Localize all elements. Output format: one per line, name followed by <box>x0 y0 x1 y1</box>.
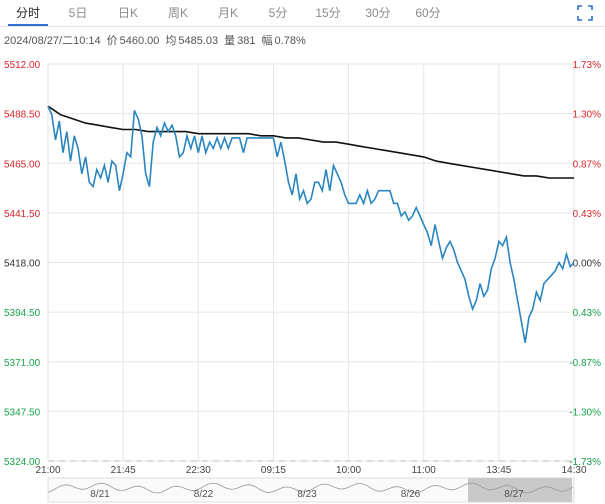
fullscreen-icon[interactable] <box>577 5 593 21</box>
volume-value: 381 <box>237 35 256 47</box>
change-label: 幅 <box>261 35 273 47</box>
navigator-date-label: 8/21 <box>90 489 110 500</box>
price-label: 价 <box>106 35 118 47</box>
price-tick-label: 5512.00 <box>4 60 41 71</box>
tab-weekly-k[interactable]: 周K <box>167 6 188 20</box>
navigator-date-label: 8/26 <box>401 489 421 500</box>
tab-5day[interactable]: 5日 <box>68 6 88 20</box>
percent-tick-label: -1.30% <box>569 407 601 418</box>
volume-label: 量 <box>224 35 236 47</box>
date-navigator[interactable]: 8/21 8/22 8/23 8/26 8/27 <box>47 477 575 503</box>
price-tick-label: 5441.50 <box>4 209 41 220</box>
price-tick-label: 5488.50 <box>4 110 41 121</box>
time-tick-label: 14:30 <box>561 465 586 476</box>
percent-tick-label: 0.87% <box>573 159 601 170</box>
tab-intraday[interactable]: 分时 <box>8 0 48 26</box>
navigator-window[interactable] <box>468 478 572 502</box>
price-tick-label: 5371.00 <box>4 358 41 369</box>
percent-tick-label: 1.30% <box>573 110 601 121</box>
price-tick-label: 5418.00 <box>4 259 41 270</box>
navigator-date-label: 8/27 <box>504 489 524 500</box>
change-value: 0.78% <box>274 35 306 47</box>
price-value: 5460.00 <box>119 35 160 47</box>
price-tick-label: 5347.50 <box>4 407 41 418</box>
time-tick-label: 22:30 <box>186 465 211 476</box>
navigator-date-label: 8/22 <box>194 489 214 500</box>
grid <box>47 63 575 462</box>
navigator-track[interactable] <box>47 477 575 503</box>
time-tick-label: 10:00 <box>336 465 361 476</box>
tab-60min[interactable]: 60分 <box>415 6 441 20</box>
percent-tick-label: -1.73% <box>569 457 601 468</box>
percent-tick-label: 0.43% <box>573 209 601 220</box>
time-tick-label: 11:00 <box>412 465 437 476</box>
tab-monthly-k[interactable]: 月K <box>217 6 238 20</box>
quote-info-bar: 2024/08/27/二10:14 价 5460.00 均 5485.03 量 381 幅 0.… <box>4 32 312 48</box>
quote-datetime: 2024/08/27/二10:14 <box>4 35 101 47</box>
time-tick-label: 09:15 <box>261 465 286 476</box>
price-tick-label: 5324.00 <box>4 457 41 468</box>
price-line <box>47 105 575 343</box>
tab-15min[interactable]: 15分 <box>315 6 341 20</box>
navigator-sparkline <box>47 482 574 494</box>
avg-value: 5485.03 <box>178 35 219 47</box>
percent-tick-label: 0.00% <box>573 259 601 270</box>
time-tick-label: 13:45 <box>486 465 511 476</box>
percent-tick-label: 0.43% <box>573 308 601 319</box>
average-price-line <box>47 105 574 179</box>
tab-5min[interactable]: 5分 <box>268 6 288 20</box>
time-axis: 21:00 21:45 22:30 09:15 10:00 11:00 13:45 14:30 <box>35 465 586 476</box>
navigator-date-label: 8/23 <box>297 489 317 500</box>
avg-label: 均 <box>165 35 177 47</box>
time-tick-label: 21:00 <box>35 465 60 476</box>
percent-tick-label: -0.87% <box>569 358 601 369</box>
time-tick-label: 21:45 <box>111 465 136 476</box>
percent-axis: 1.73% 1.30% 0.87% 0.43% 0.00% 0.43% -0.87% -1.3… <box>569 60 601 468</box>
price-tick-label: 5465.00 <box>4 159 41 170</box>
price-axis: 5512.00 5488.50 5465.00 5441.50 5418.00 5394.… <box>4 60 41 468</box>
price-tick-label: 5394.50 <box>4 308 41 319</box>
period-tabs: 分时 5日 日K 周K 月K 5分 15分 30分 60分 <box>0 0 605 27</box>
percent-tick-label: 1.73% <box>573 60 601 71</box>
tab-30min[interactable]: 30分 <box>365 6 391 20</box>
tab-daily-k[interactable]: 日K <box>117 6 138 20</box>
